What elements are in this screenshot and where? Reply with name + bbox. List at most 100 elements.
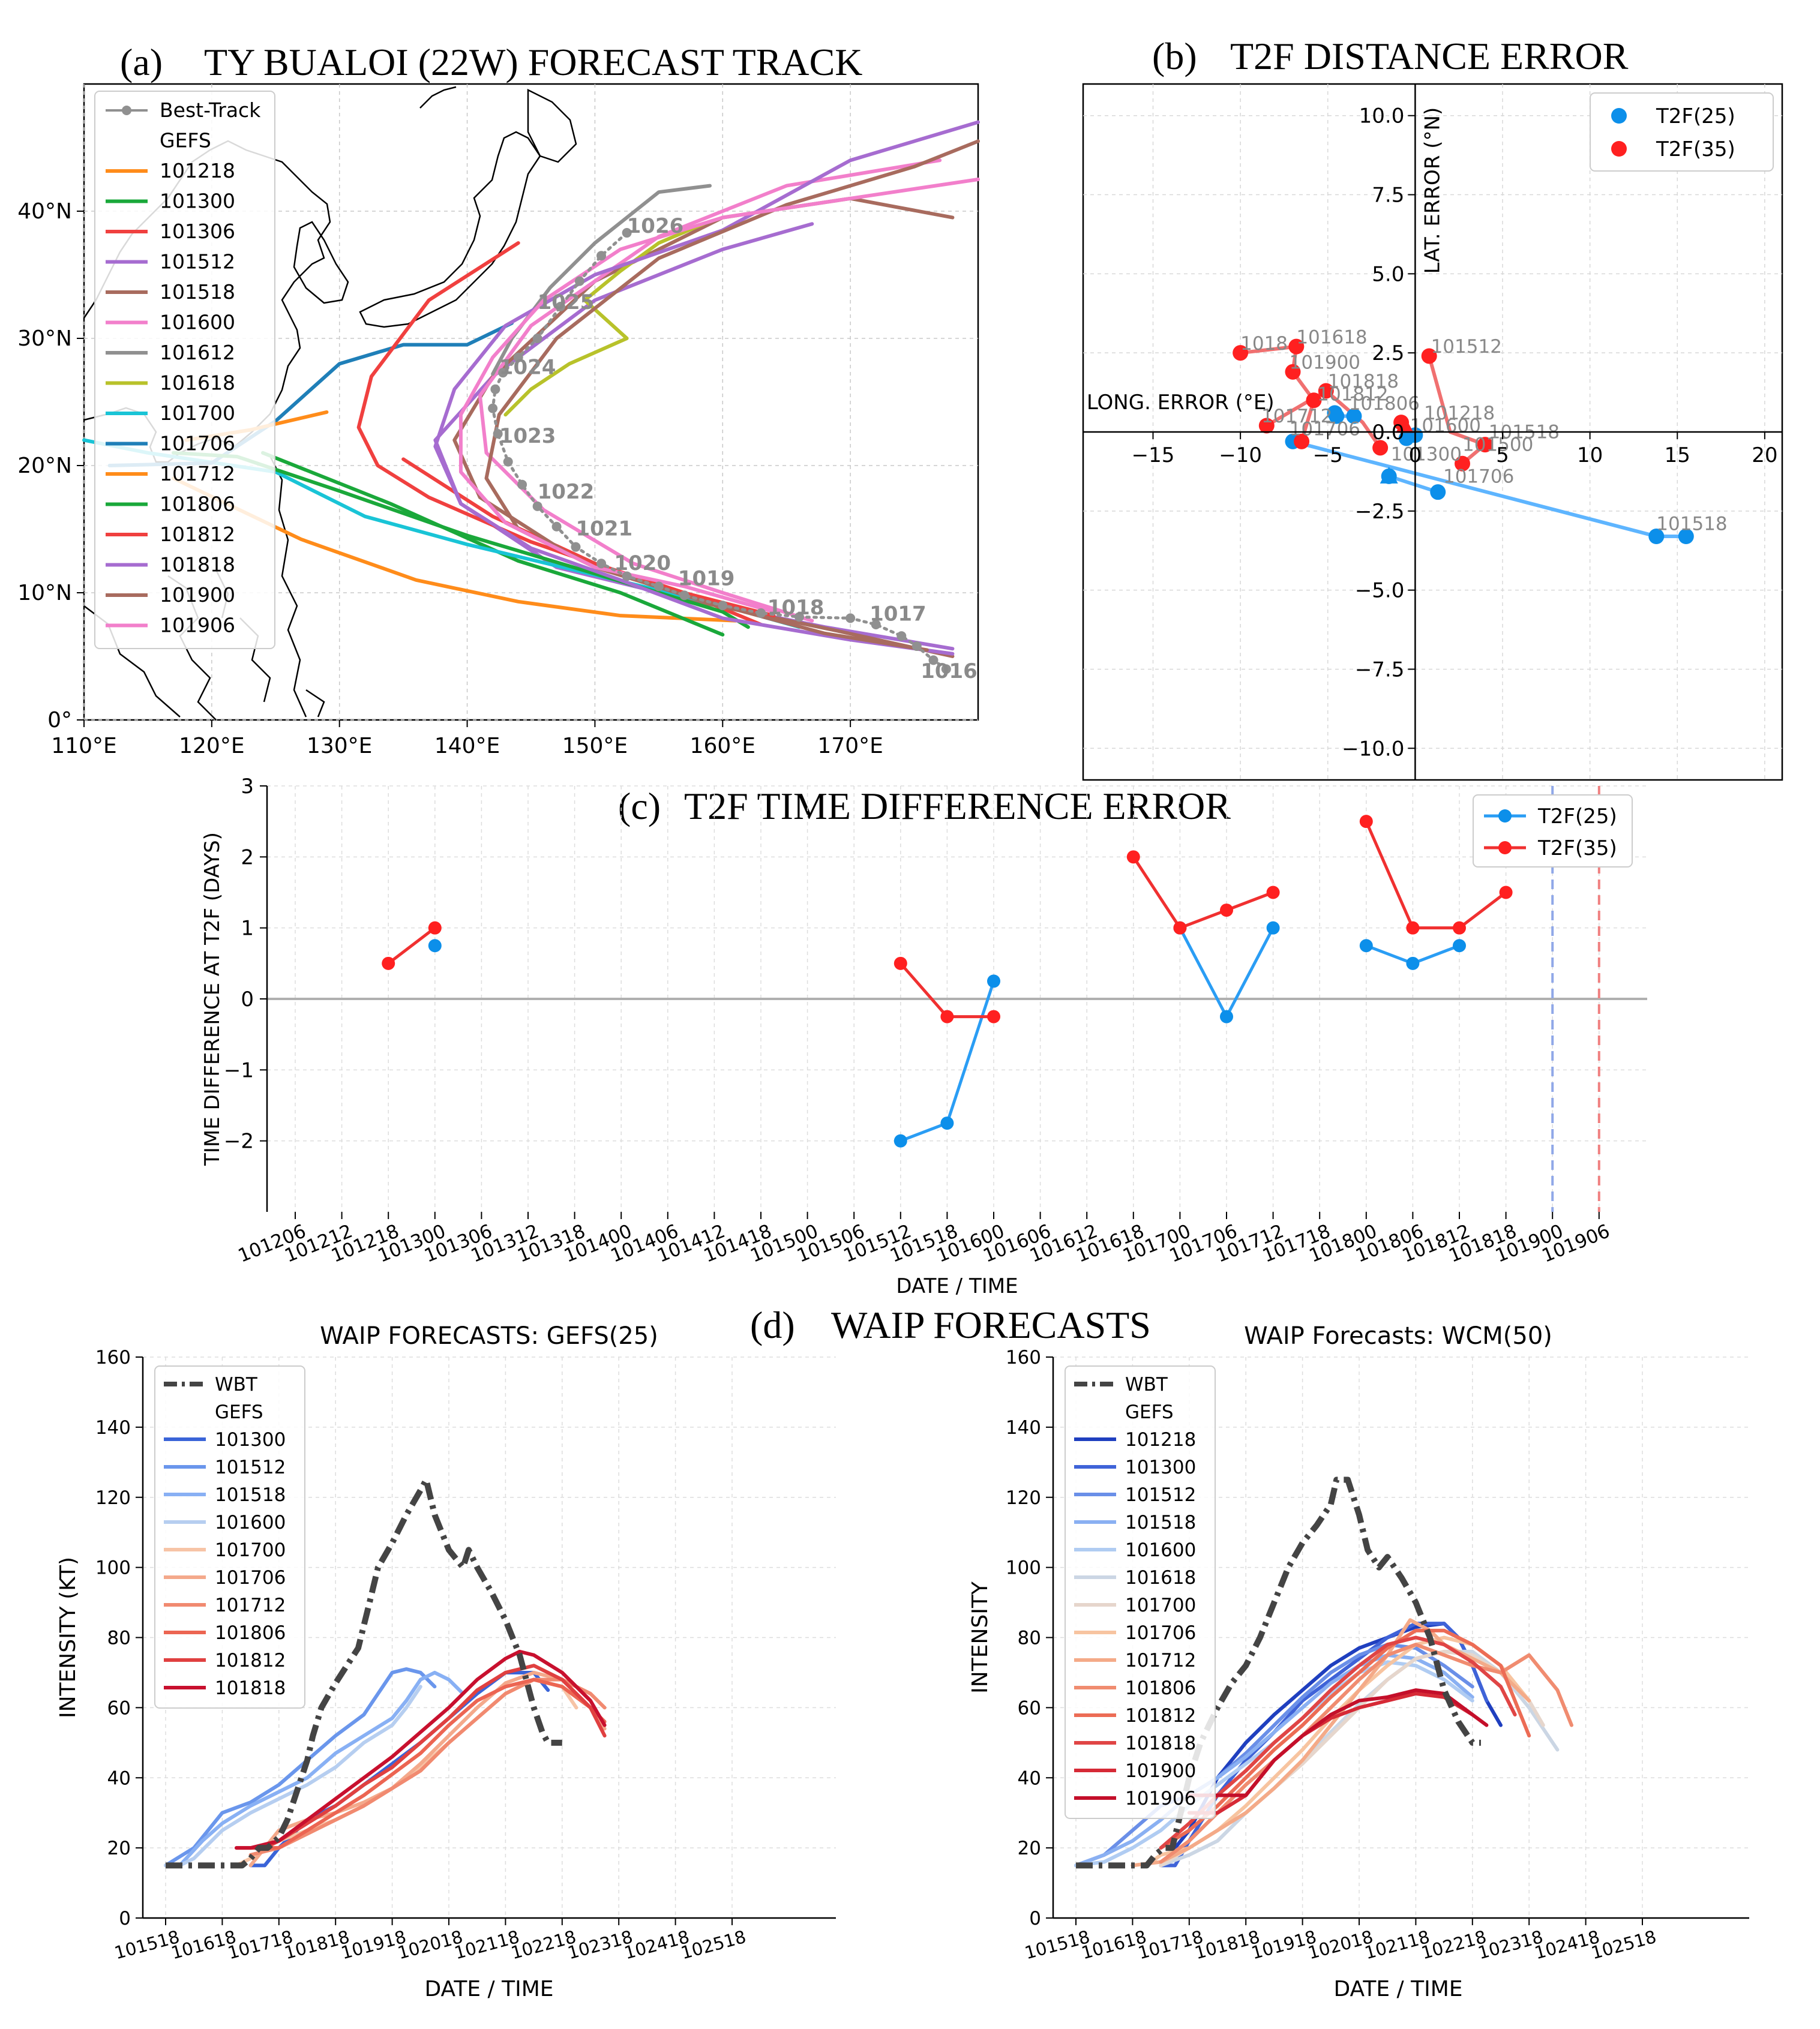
best-track-point: [574, 276, 584, 286]
series-point-T2F(35): [1220, 904, 1233, 917]
y-tick-label: 60: [1018, 1697, 1041, 1719]
x-axis-label: LONG. ERROR (°E): [1087, 391, 1275, 415]
panel-b-tag: (b): [1152, 35, 1197, 77]
point-label: 101706: [1290, 418, 1360, 440]
y-tick-label: 120: [1006, 1487, 1041, 1509]
panel-c-time-difference: (c) T2F TIME DIFFERENCE ERROR 3210−1−210…: [200, 775, 1647, 1298]
track-line-101218: [172, 476, 737, 623]
forecast-line-101712: [248, 1677, 607, 1857]
forecast-line-101300: [1159, 1622, 1489, 1868]
t2f35-triangle-marker: [1395, 416, 1414, 433]
point-label: 101712: [1261, 406, 1332, 427]
series-point-T2F(35): [1453, 921, 1466, 935]
series-point-T2F(25): [1453, 939, 1466, 953]
panel-a-legend: Best-Track GEFS 101218 101300 101306 101512 10…: [94, 91, 275, 649]
legend-label: T2F(25): [1537, 805, 1617, 829]
legend-label: 101818: [160, 553, 235, 577]
point-label: 101706: [1443, 466, 1514, 487]
wbt-line: [1076, 1476, 1481, 1869]
x-tick-label: 140°E: [434, 734, 500, 758]
t2f25-point: [1346, 408, 1362, 424]
y-tick-label: 0: [1029, 1908, 1041, 1929]
legend-label: T2F(35): [1656, 137, 1735, 161]
track-line-101618: [503, 222, 706, 417]
y-axis-label: TIME DIFFERENCE AT T2F (DAYS): [200, 832, 224, 1166]
panel-b-title: T2F DISTANCE ERROR: [1230, 35, 1629, 77]
legend-label: 101712: [160, 462, 235, 485]
legend-label: 101518: [1125, 1512, 1196, 1533]
best-track-point: [896, 631, 907, 641]
panel-d-left-chart: WAIP FORECASTS: GEFS(25) 0 20 40 60 80 100 120 1…: [56, 1322, 836, 2001]
best-track-point: [912, 641, 922, 652]
legend-label: 101906: [1125, 1788, 1196, 1809]
legend-label: 101306: [160, 220, 235, 243]
y-axis-label: INTENSITY (KT): [56, 1557, 80, 1718]
t2f35-point: [1258, 418, 1275, 434]
point-label: 101618: [1296, 326, 1367, 348]
point-label: 101818: [1328, 371, 1399, 392]
y-tick-label: 80: [1018, 1628, 1041, 1649]
y-tick-label: −1: [224, 1058, 254, 1082]
t2f25-connector: [1388, 474, 1439, 494]
panel-d-title: WAIP FORECASTS: [831, 1304, 1151, 1346]
y-tick-label: 100: [95, 1557, 131, 1579]
series-line-T2F(35): [387, 926, 436, 965]
forecast-line-101900: [1187, 1692, 1474, 1815]
x-tick-label: 102518: [1589, 1926, 1659, 1963]
best-track-label: 1016: [921, 659, 978, 683]
legend-label: 101900: [1125, 1760, 1196, 1782]
panel-a-axis-ticks: 110°E 120°E 130°E 140°E 150°E 160°E 170°E 0° 10°…: [17, 199, 883, 758]
y-tick-label: 20: [1018, 1838, 1041, 1859]
legend-label: 101600: [1125, 1539, 1196, 1561]
best-track-label: 1022: [538, 480, 595, 504]
series-point-T2F(35): [382, 956, 395, 970]
best-track-point: [653, 581, 664, 592]
forecast-line-101818: [1159, 1635, 1517, 1850]
y-axis-label: INTENSITY: [968, 1581, 993, 1694]
panel-b-axes: −15 −10 −5 0 5 10 15 20 10.0 7.5 5.0 2.5 −2.5 −5.0 −7.…: [1083, 84, 1782, 780]
series-point-T2F(35): [893, 956, 907, 970]
series-line-T2F(35): [1132, 856, 1274, 930]
y-axis-label: LAT. ERROR (°N): [1420, 107, 1444, 274]
best-track-point: [555, 302, 565, 311]
wbt-line: [166, 1476, 562, 1869]
track-line-101600: [478, 158, 942, 623]
legend-label: 101900: [160, 583, 235, 607]
legend-label: 101806: [160, 493, 235, 516]
legend-header: GEFS: [215, 1401, 263, 1423]
y-tick-label: 40: [1018, 1767, 1041, 1789]
best-track-point: [517, 479, 527, 490]
y-tick-label: 100: [1006, 1557, 1041, 1579]
t2f25-connector: [1292, 439, 1657, 538]
best-track-point: [941, 664, 951, 674]
t2f35-point: [1455, 455, 1471, 472]
t2f25-point: [1430, 484, 1446, 500]
y-tick-label: 80: [107, 1628, 131, 1649]
best-track-point: [571, 542, 581, 552]
series-point-T2F(25): [1406, 956, 1420, 970]
best-track-point: [490, 384, 500, 394]
legend-label: 101818: [1125, 1733, 1196, 1754]
y-tick-label: 0: [241, 988, 254, 1012]
panel-d-waip-forecasts: (d) WAIP FORECASTS WAIP FORECASTS: GEFS(…: [56, 1304, 1749, 2001]
best-track-point: [493, 429, 503, 439]
best-track-point: [679, 590, 689, 601]
y-tick-label: −2.5: [1355, 500, 1405, 524]
legend-box: [154, 1365, 305, 1709]
legend-label: 101600: [160, 311, 235, 334]
forecast-line-101700: [1159, 1649, 1545, 1868]
t2f35-point: [1285, 364, 1301, 380]
y-tick-label: 10.0: [1359, 104, 1405, 128]
point-label: 101218: [1424, 403, 1495, 424]
forecast-line-101518: [1074, 1653, 1474, 1868]
legend-label: 101706: [160, 432, 235, 455]
legend-label: 101618: [160, 371, 235, 395]
series-point-T2F(35): [987, 1010, 1000, 1023]
x-tick-label: −15: [1132, 443, 1175, 467]
chart-title: WAIP FORECASTS: GEFS(25): [320, 1322, 658, 1350]
best-track-line: [491, 231, 948, 671]
y-tick-label: 1: [241, 917, 254, 941]
best-track-point: [845, 613, 856, 623]
best-track-point: [596, 559, 607, 569]
